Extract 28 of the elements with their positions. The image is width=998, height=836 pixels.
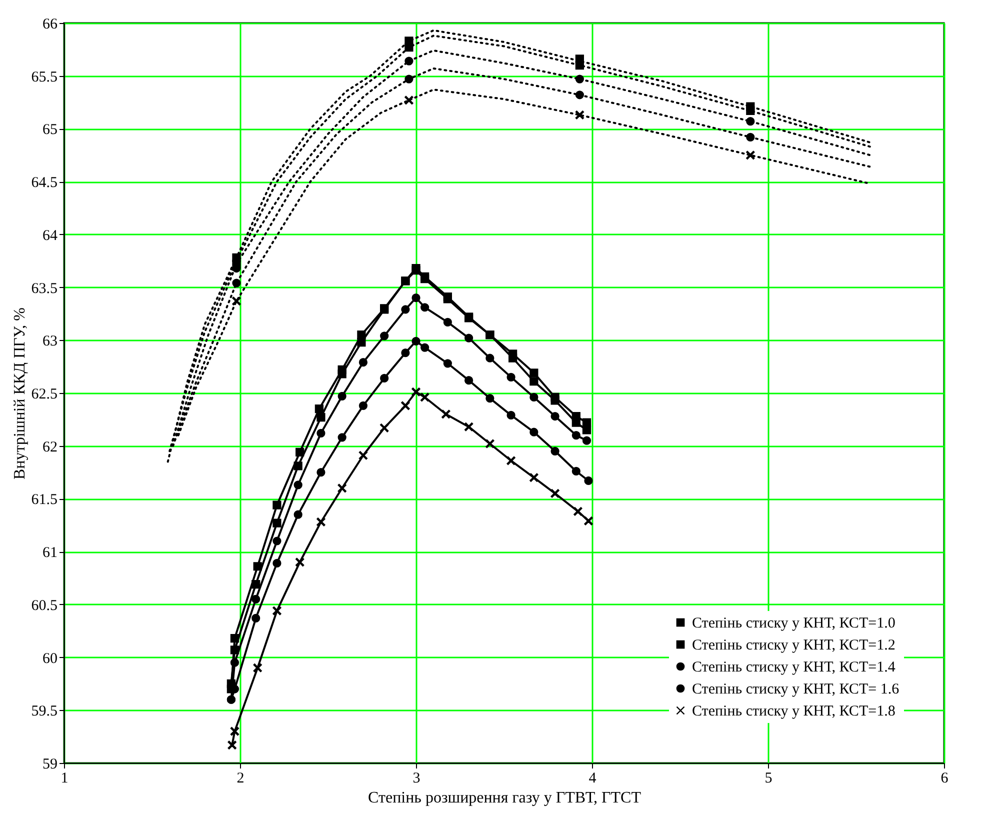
legend-label: Степінь стиску у КНТ, КСТ=1.4 [692,660,896,676]
y-tick-label: 66 [42,16,58,32]
y-tick-label: 59.5 [31,704,58,720]
y-tick-label: 60.5 [31,598,58,614]
y-tick-label: 64.5 [31,175,58,192]
y-tick-label: 61.5 [31,492,58,508]
x-tick-label: 2 [236,770,244,786]
legend-label: Степінь стиску у КНТ, КСТ=1.0 [692,616,896,632]
x-axis-title: Степінь розширення газу у ГТВТ, ГТСТ [368,790,642,806]
y-tick-label: 62.5 [31,386,58,402]
legend-label: Степінь стиску у КНТ, КСТ= 1.6 [692,682,900,698]
y-tick-label: 59 [42,756,58,772]
y-tick-label: 64 [42,228,58,244]
y-tick-label: 61 [42,545,58,562]
y-tick-label: 65 [42,122,58,138]
x-tick-label: 3 [412,770,420,786]
y-tick-label: 60 [42,650,58,667]
x-tick-label: 1 [60,770,68,786]
x-tick-label: 5 [764,770,772,786]
x-tick-label: 4 [588,770,597,786]
y-tick-label: 63.5 [31,280,58,297]
x-tick-label: 6 [940,770,949,786]
legend-label: Степінь стиску у КНТ, КСТ=1.8 [692,704,896,720]
y-tick-label: 62 [42,439,58,456]
y-tick-label: 65.5 [31,69,58,86]
y-axis-title: Внутрішній ККД ПГУ, % [11,308,28,480]
y-tick-label: 63 [42,334,58,350]
legend-label: Степінь стиску у КНТ, КСТ=1.2 [692,638,896,654]
